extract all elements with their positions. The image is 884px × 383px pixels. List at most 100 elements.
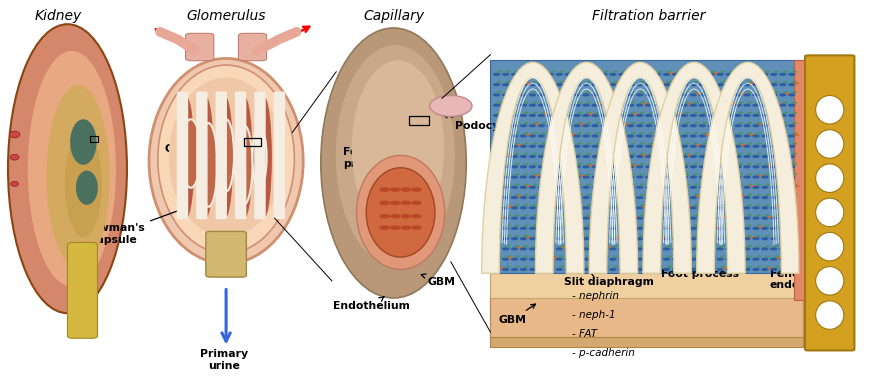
Circle shape xyxy=(792,122,797,124)
Circle shape xyxy=(756,70,761,73)
Circle shape xyxy=(555,103,563,107)
Circle shape xyxy=(634,216,639,218)
Text: Slit diaphragm: Slit diaphragm xyxy=(564,273,653,286)
Circle shape xyxy=(735,216,742,220)
Circle shape xyxy=(624,226,629,228)
Circle shape xyxy=(649,255,654,258)
Circle shape xyxy=(550,224,555,227)
Circle shape xyxy=(514,132,520,134)
Circle shape xyxy=(568,194,574,196)
Circle shape xyxy=(702,101,707,104)
Circle shape xyxy=(595,132,600,134)
Circle shape xyxy=(712,122,717,124)
Circle shape xyxy=(493,103,500,107)
Circle shape xyxy=(761,227,768,230)
Circle shape xyxy=(765,122,770,124)
Circle shape xyxy=(667,70,672,73)
Circle shape xyxy=(658,122,663,124)
Circle shape xyxy=(631,214,636,217)
Circle shape xyxy=(716,134,724,137)
Circle shape xyxy=(609,175,616,178)
Ellipse shape xyxy=(253,127,267,188)
Circle shape xyxy=(770,175,778,178)
Circle shape xyxy=(493,186,500,189)
Circle shape xyxy=(735,124,742,127)
Polygon shape xyxy=(482,62,583,273)
Circle shape xyxy=(520,227,527,230)
Circle shape xyxy=(735,83,742,86)
Circle shape xyxy=(663,258,670,261)
Circle shape xyxy=(493,145,500,148)
Circle shape xyxy=(681,83,688,86)
Circle shape xyxy=(765,142,770,145)
Circle shape xyxy=(613,101,618,104)
Circle shape xyxy=(693,163,698,165)
Circle shape xyxy=(541,204,546,206)
Circle shape xyxy=(658,235,663,237)
Circle shape xyxy=(636,145,644,148)
Circle shape xyxy=(735,175,742,178)
Circle shape xyxy=(636,175,644,178)
Circle shape xyxy=(511,186,518,189)
Circle shape xyxy=(720,204,726,206)
Circle shape xyxy=(729,163,735,165)
Circle shape xyxy=(555,155,563,158)
Circle shape xyxy=(583,227,590,230)
Circle shape xyxy=(562,93,568,95)
Circle shape xyxy=(595,122,600,124)
Circle shape xyxy=(560,224,565,227)
FancyBboxPatch shape xyxy=(177,92,188,219)
Circle shape xyxy=(400,187,411,192)
Circle shape xyxy=(675,235,681,237)
Circle shape xyxy=(550,214,555,217)
Ellipse shape xyxy=(11,154,19,160)
Circle shape xyxy=(712,142,717,145)
Circle shape xyxy=(621,153,627,155)
FancyBboxPatch shape xyxy=(239,33,267,61)
Circle shape xyxy=(541,183,546,186)
Circle shape xyxy=(743,247,751,250)
Circle shape xyxy=(618,73,626,76)
Circle shape xyxy=(535,175,540,177)
Circle shape xyxy=(712,91,717,93)
Circle shape xyxy=(720,224,726,227)
Circle shape xyxy=(667,112,672,114)
Circle shape xyxy=(735,165,742,169)
Circle shape xyxy=(497,255,502,258)
Circle shape xyxy=(788,175,796,178)
Ellipse shape xyxy=(816,164,844,192)
Circle shape xyxy=(613,204,618,206)
Circle shape xyxy=(672,196,679,199)
Circle shape xyxy=(779,93,787,97)
Circle shape xyxy=(568,122,574,124)
Circle shape xyxy=(600,103,607,107)
Circle shape xyxy=(690,114,697,117)
Circle shape xyxy=(723,113,728,115)
Circle shape xyxy=(604,70,609,73)
Circle shape xyxy=(690,103,697,107)
Circle shape xyxy=(729,81,735,83)
Circle shape xyxy=(716,114,724,117)
Circle shape xyxy=(645,155,652,158)
Circle shape xyxy=(571,134,576,136)
FancyBboxPatch shape xyxy=(67,242,97,338)
Circle shape xyxy=(609,186,616,189)
Circle shape xyxy=(555,134,563,137)
Text: Endothelium: Endothelium xyxy=(332,297,409,311)
Circle shape xyxy=(497,235,502,237)
Circle shape xyxy=(568,183,574,186)
Circle shape xyxy=(770,114,778,117)
Circle shape xyxy=(517,93,522,95)
Circle shape xyxy=(586,255,591,258)
Circle shape xyxy=(499,165,505,167)
Circle shape xyxy=(698,83,706,86)
Circle shape xyxy=(546,134,554,137)
Ellipse shape xyxy=(76,170,98,205)
Circle shape xyxy=(735,258,742,261)
Circle shape xyxy=(523,214,529,217)
Circle shape xyxy=(595,112,600,114)
Circle shape xyxy=(613,112,618,114)
Bar xyxy=(89,136,98,142)
Circle shape xyxy=(565,206,572,210)
Circle shape xyxy=(672,103,679,107)
